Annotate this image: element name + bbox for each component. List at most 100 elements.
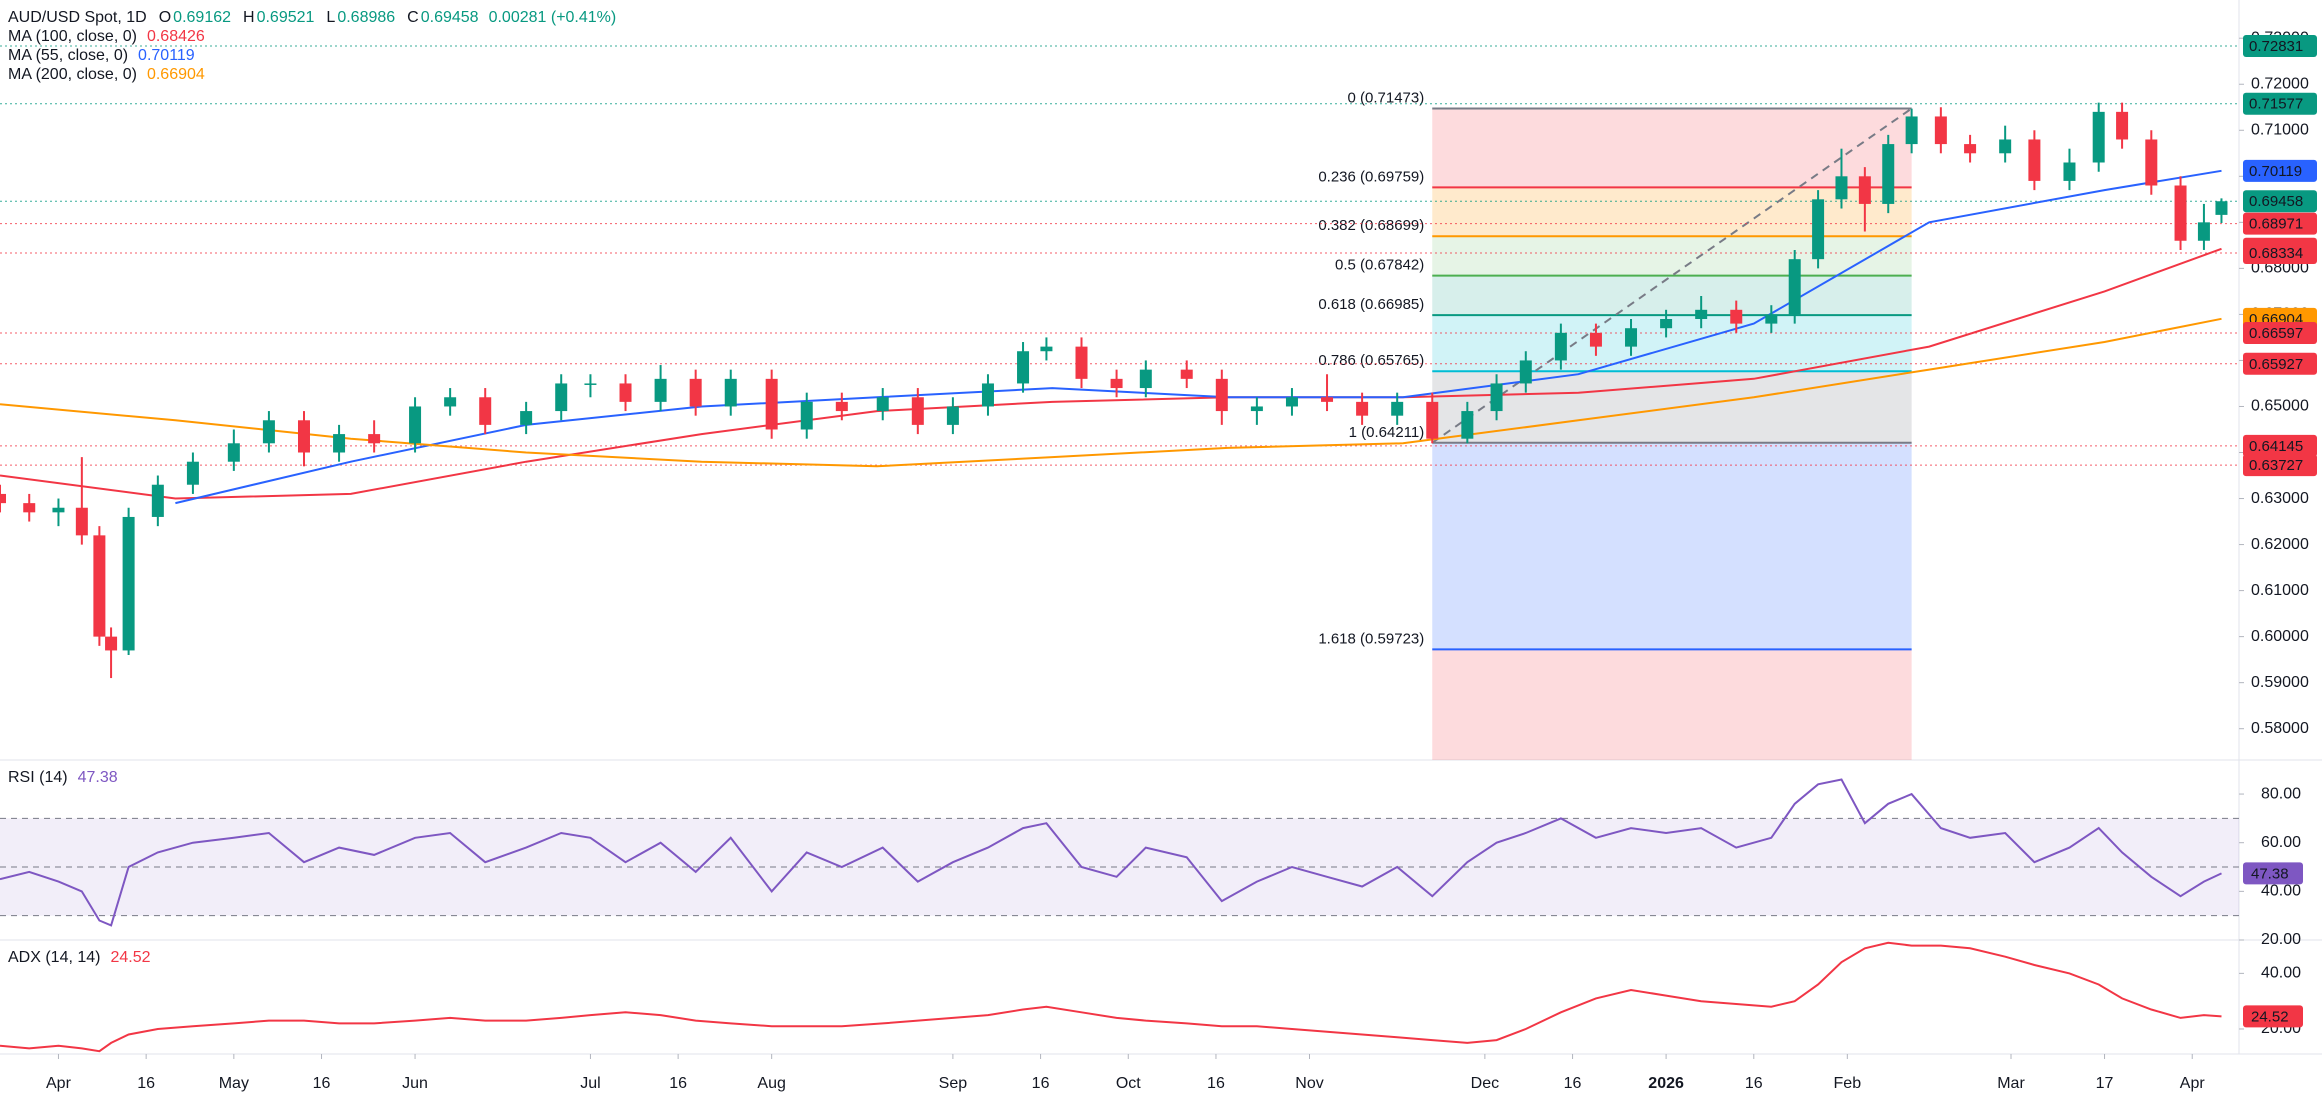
candle-body [876, 397, 889, 412]
x-tick-label: Apr [46, 1075, 72, 1092]
fib-zone [1432, 275, 1912, 316]
price-tag-label: 0.71577 [2249, 96, 2303, 113]
price-tag-label: 0.63727 [2249, 457, 2303, 474]
x-tick-label: 16 [1207, 1075, 1225, 1092]
legend-text: 0.69521 [257, 9, 315, 26]
x-tick-label: 16 [137, 1075, 155, 1092]
candle-body [409, 406, 422, 444]
candle-body [1964, 144, 1977, 154]
price-tag-label: 0.69458 [2249, 193, 2303, 210]
candle-body [555, 383, 568, 412]
y-tick-label: 0.63000 [2251, 490, 2309, 507]
y-tick-label: 0.72000 [2251, 75, 2309, 92]
candle-body [2028, 139, 2041, 181]
indicator-name: ADX (14, 14) [8, 949, 100, 966]
rsi-band [0, 818, 2239, 916]
candle-body [800, 401, 813, 430]
fib-zone [1432, 236, 1912, 276]
y-tick-label: 0.59000 [2251, 674, 2309, 691]
candle-body [368, 434, 381, 444]
x-tick-label: 17 [2096, 1075, 2114, 1092]
price-tag [2243, 212, 2317, 235]
indicator-value: 47.38 [78, 769, 118, 786]
candle-body [444, 397, 457, 407]
legend-text: H [243, 9, 255, 26]
indicator-line [0, 778, 2222, 927]
fib-label: 1.618 (0.59723) [1318, 630, 1424, 647]
indicator-legend: ADX (14, 14) 24.52 [8, 949, 151, 966]
legend-text: MA (200, close, 0) [8, 66, 137, 83]
x-tick-label: 16 [313, 1075, 331, 1092]
candle-body [1835, 176, 1848, 200]
candle-body [479, 397, 492, 425]
legend-text: O [159, 9, 171, 26]
candle-body [2174, 185, 2187, 241]
y-tick-label: 80.00 [2261, 785, 2301, 802]
legend-row: MA (100, close, 0) 0.68426 [8, 28, 205, 45]
candle-body [835, 401, 848, 412]
price-tag [2243, 352, 2317, 375]
fib-label: 0 (0.71473) [1348, 89, 1425, 106]
candle-body [1321, 397, 1334, 402]
price-tag-label: 0.68334 [2249, 245, 2303, 262]
legend-text: 0.00281 (+0.41%) [489, 9, 617, 26]
candle-body [2063, 162, 2076, 181]
candle-body [619, 383, 632, 402]
price-tag-label: 0.65927 [2249, 356, 2303, 373]
legend-text: AUD/USD Spot, 1D [8, 9, 147, 26]
indicator-tag-label: 47.38 [2251, 865, 2289, 882]
candle-body [1139, 369, 1152, 389]
x-tick-label: Oct [1116, 1075, 1141, 1092]
fib-zone [1432, 187, 1912, 237]
legend-row: AUD/USD Spot, 1D O 0.69162 H 0.69521 L 0.68986… [8, 9, 616, 26]
indicator-tag [2243, 862, 2303, 885]
candle-body [584, 383, 597, 385]
indicator-line [0, 941, 2222, 1053]
candle-body [1426, 401, 1439, 439]
price-tag-label: 0.64145 [2249, 438, 2303, 455]
x-tick-label: 16 [669, 1075, 687, 1092]
y-tick-label: 0.58000 [2251, 720, 2309, 737]
x-tick-label: 16 [1745, 1075, 1763, 1092]
price-tag [2243, 434, 2317, 457]
candle-body [1490, 383, 1503, 412]
candle-body [23, 503, 36, 513]
y-tick-label: 40.00 [2261, 883, 2301, 900]
candle-body [1999, 139, 2012, 154]
y-tick-label: 60.00 [2261, 834, 2301, 851]
candle-body [1788, 259, 1801, 315]
x-tick-label: Jul [580, 1075, 600, 1092]
candle-body [1730, 309, 1743, 324]
y-tick-label: 0.71000 [2251, 121, 2309, 138]
candle-body [186, 461, 199, 485]
legend-text: MA (100, close, 0) [8, 28, 137, 45]
candle-body [151, 484, 164, 517]
candle-body [122, 516, 135, 651]
candle-body [1554, 332, 1567, 361]
legend-text: 0.66904 [147, 66, 205, 83]
candle-body [1519, 360, 1532, 384]
candle-body [724, 378, 737, 407]
moving-average-line [0, 247, 2222, 500]
candle-body [1250, 406, 1263, 412]
candle-body [981, 383, 994, 407]
candle-body [654, 378, 667, 402]
candle-body [1765, 314, 1778, 324]
price-tag [2243, 159, 2317, 182]
candle-body [1215, 378, 1228, 412]
fib-zone [1432, 442, 1912, 650]
candle-body [1075, 346, 1088, 379]
candle-body [1356, 401, 1369, 416]
indicator-value: 24.52 [110, 949, 150, 966]
candle-body [1180, 369, 1193, 379]
legend-row: MA (200, close, 0) 0.66904 [8, 66, 205, 83]
x-tick-label: Sep [939, 1075, 968, 1092]
legend-text: C [407, 9, 419, 26]
fib-label: 0.5 (0.67842) [1335, 257, 1424, 274]
indicator-name: RSI (14) [8, 769, 68, 786]
legend-text: 0.68426 [147, 28, 205, 45]
candle-body [1905, 116, 1918, 145]
x-tick-label: 16 [1564, 1075, 1582, 1092]
fib-label: 0.618 (0.66985) [1318, 296, 1424, 313]
